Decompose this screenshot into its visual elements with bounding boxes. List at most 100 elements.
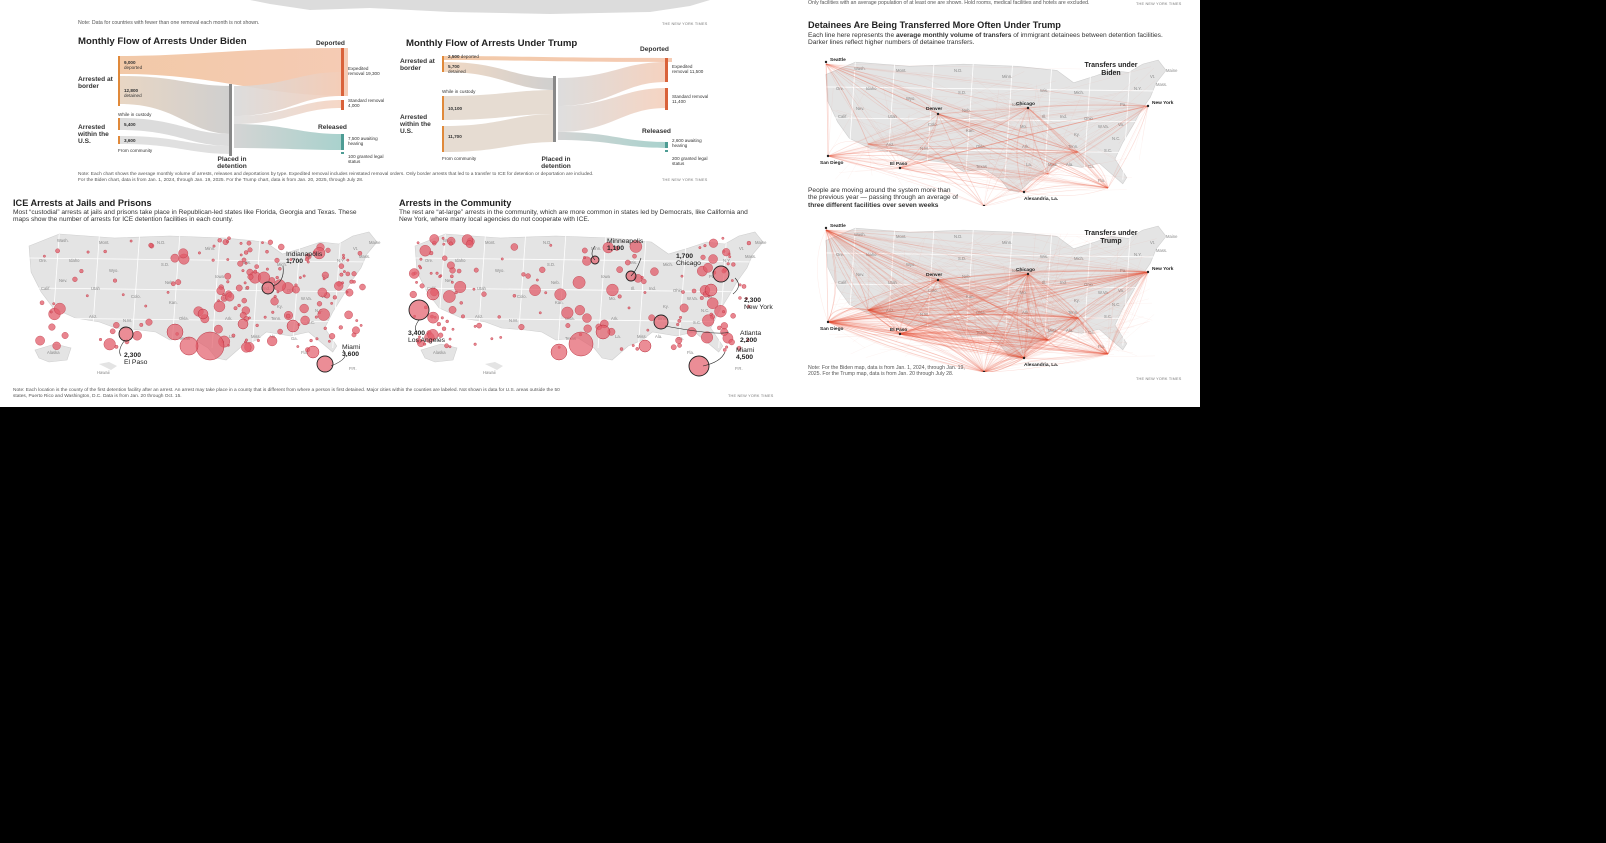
transfer-line bbox=[1027, 107, 1100, 121]
transfer-line bbox=[1077, 353, 1109, 357]
state-label: N.D. bbox=[543, 240, 551, 245]
arrest-bubble bbox=[444, 343, 449, 349]
transfer-line bbox=[827, 273, 1029, 323]
transfer-line bbox=[1107, 271, 1149, 355]
arrest-bubble bbox=[213, 300, 226, 313]
state-label: Okla. bbox=[179, 316, 189, 321]
transfer-line bbox=[1023, 271, 1149, 359]
arrest-bubble bbox=[454, 281, 467, 293]
state-label: N.Y. bbox=[337, 258, 345, 263]
arrest-bubble bbox=[72, 276, 78, 282]
state-border bbox=[925, 228, 935, 346]
transfer-line bbox=[937, 279, 1025, 359]
arrest-bubble bbox=[276, 290, 280, 294]
state-border bbox=[847, 62, 856, 180]
transfer-line bbox=[888, 276, 1109, 355]
arrest-bubble bbox=[359, 324, 363, 327]
arrest-bubble-large bbox=[195, 331, 225, 361]
callout-leader bbox=[702, 351, 726, 367]
transfer-line bbox=[970, 332, 1109, 355]
city-label: El Paso bbox=[890, 161, 907, 167]
transfer-line bbox=[867, 309, 1025, 359]
transfer-line bbox=[1023, 107, 1029, 193]
state-label: Mich. bbox=[277, 262, 287, 267]
transfer-line bbox=[899, 326, 1135, 335]
transfer-line bbox=[839, 151, 1079, 173]
arrest-bubble bbox=[703, 262, 713, 273]
transfer-line bbox=[937, 273, 1029, 282]
sankey-biden-group-border: Arrested at border bbox=[78, 76, 113, 91]
transfer-line bbox=[1077, 271, 1149, 319]
arrest-bubble bbox=[235, 284, 243, 292]
transfer-line bbox=[899, 286, 1038, 335]
transfer-line bbox=[1107, 271, 1149, 355]
transfer-line bbox=[825, 229, 1029, 275]
inset-label-alaska: Alaska bbox=[433, 350, 446, 355]
transfer-line bbox=[899, 333, 1025, 359]
transfer-line bbox=[827, 155, 1109, 189]
state-label: Maine bbox=[1166, 234, 1178, 239]
arrest-bubble bbox=[418, 264, 421, 268]
arrest-bubble bbox=[445, 319, 449, 324]
transfer-line bbox=[1023, 187, 1109, 193]
state-label: Maine bbox=[1166, 68, 1178, 73]
sankey-trump-node-4: 11,700 bbox=[448, 134, 462, 139]
state-label: Colo. bbox=[517, 294, 527, 299]
city-label: Chicago bbox=[1016, 267, 1035, 273]
transfer-line bbox=[825, 63, 939, 115]
transfer-line bbox=[838, 69, 1109, 189]
arrest-bubble bbox=[247, 247, 253, 253]
transfer-line bbox=[1065, 353, 1109, 360]
transfer-line bbox=[825, 229, 930, 248]
transfer-line bbox=[1023, 189, 1127, 193]
transfer-line bbox=[825, 229, 901, 335]
transfer-line bbox=[1047, 158, 1128, 175]
transfer-line bbox=[1047, 338, 1110, 341]
arrest-bubble bbox=[52, 341, 61, 350]
transfer-line bbox=[825, 229, 981, 295]
transfer-line bbox=[873, 236, 1049, 341]
transfer-line bbox=[1023, 355, 1155, 359]
arrest-bubble bbox=[726, 262, 730, 266]
transfer-line bbox=[1027, 273, 1079, 319]
transfer-line bbox=[924, 105, 1149, 188]
transfer-line bbox=[839, 271, 1149, 300]
transfer-line bbox=[850, 273, 1029, 355]
transfer-line bbox=[1027, 273, 1049, 341]
arrest-bubble bbox=[438, 275, 442, 279]
transfer-line bbox=[886, 81, 1079, 153]
state-label: Ark. bbox=[611, 316, 618, 321]
arrest-bubble bbox=[459, 301, 463, 305]
transfer-line bbox=[825, 229, 1109, 355]
transfer-line bbox=[867, 271, 1149, 311]
city-label: Seattle bbox=[830, 57, 846, 63]
arrest-bubble bbox=[309, 338, 313, 343]
arrest-bubble bbox=[746, 240, 751, 246]
arrest-bubble bbox=[270, 297, 279, 306]
transfer-line bbox=[825, 229, 1020, 316]
arrest-bubble bbox=[701, 331, 713, 344]
arrest-bubble bbox=[435, 271, 439, 275]
transfers-credit: THE NEW YORK TIMES bbox=[1136, 377, 1182, 381]
transfer-line bbox=[899, 279, 939, 335]
transfer-line bbox=[963, 247, 1149, 273]
transfer-line bbox=[1027, 273, 1109, 355]
transfer-line bbox=[867, 309, 985, 372]
maps-note: Note: Each location is the county of the… bbox=[13, 388, 560, 399]
transfer-line bbox=[825, 229, 1049, 341]
transfers-mid-text: People are moving around the system more… bbox=[808, 187, 958, 209]
transfer-line bbox=[998, 271, 1149, 289]
state-border bbox=[29, 257, 371, 263]
transfer-line bbox=[867, 279, 939, 311]
transfer-line bbox=[825, 229, 985, 372]
transfer-line bbox=[961, 107, 1029, 151]
transfer-line bbox=[1107, 301, 1114, 355]
sankey-biden-title: Monthly Flow of Arrests Under Biden bbox=[78, 36, 247, 47]
state-label: Tenn. bbox=[271, 316, 281, 321]
transfer-line bbox=[829, 249, 985, 372]
arrest-bubble bbox=[720, 328, 729, 336]
arrest-bubble-large bbox=[688, 355, 710, 377]
transfer-line bbox=[827, 88, 867, 157]
transfer-line bbox=[995, 271, 1149, 319]
arrest-bubble-large bbox=[261, 281, 275, 295]
